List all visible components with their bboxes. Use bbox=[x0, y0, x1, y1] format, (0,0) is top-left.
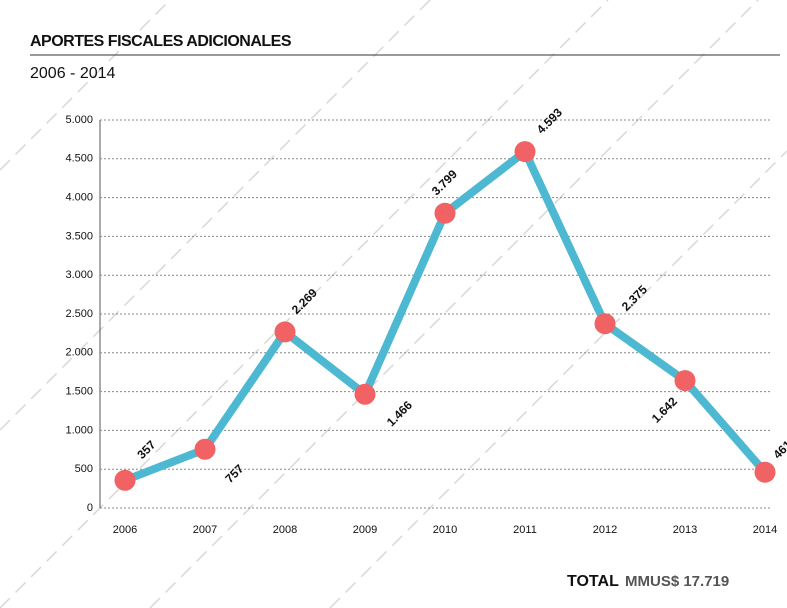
marker bbox=[514, 141, 536, 163]
marker bbox=[674, 370, 696, 392]
x-tick-label: 2012 bbox=[593, 524, 617, 536]
chart-subtitle: 2006 - 2014 bbox=[30, 65, 116, 82]
marker bbox=[354, 383, 376, 405]
x-tick-label: 2007 bbox=[193, 524, 217, 536]
y-tick-label: 1.500 bbox=[65, 386, 93, 398]
chart-title: APORTES FISCALES ADICIONALES bbox=[30, 33, 292, 50]
data-label: 357 bbox=[134, 437, 158, 461]
y-tick-label: 500 bbox=[75, 463, 93, 475]
data-label: 2.269 bbox=[289, 286, 320, 317]
marker bbox=[114, 469, 136, 491]
y-tick-label: 4.500 bbox=[65, 153, 93, 165]
marker bbox=[194, 438, 216, 460]
x-tick-label: 2013 bbox=[673, 524, 697, 536]
y-tick-label: 2.500 bbox=[65, 308, 93, 320]
total-label: TOTAL bbox=[567, 573, 619, 590]
marker bbox=[594, 313, 616, 335]
line bbox=[123, 147, 769, 485]
data-label: 461 bbox=[770, 437, 787, 461]
total-value: MMUS$ 17.719 bbox=[625, 573, 729, 590]
x-tick-label: 2010 bbox=[433, 524, 457, 536]
marker bbox=[274, 321, 296, 343]
data-label: 2.375 bbox=[619, 282, 650, 313]
y-tick-label: 3.500 bbox=[65, 230, 93, 242]
data-label: 3.799 bbox=[429, 167, 460, 198]
y-tick-label: 4.000 bbox=[65, 192, 93, 204]
marker bbox=[754, 461, 776, 483]
x-tick-label: 2006 bbox=[113, 524, 137, 536]
data-label: 757 bbox=[222, 461, 246, 485]
data-label: 4.593 bbox=[534, 105, 565, 136]
y-tick-label: 3.000 bbox=[65, 269, 93, 281]
marker bbox=[434, 202, 456, 224]
x-tick-label: 2009 bbox=[353, 524, 377, 536]
x-tick-label: 2011 bbox=[513, 524, 537, 536]
y-tick-label: 2.000 bbox=[65, 347, 93, 359]
y-tick-label: 1.000 bbox=[65, 424, 93, 436]
data-label: 1.642 bbox=[649, 394, 680, 425]
x-tick-label: 2008 bbox=[273, 524, 297, 536]
y-tick-label: 5.000 bbox=[65, 114, 93, 126]
data-label: 1.466 bbox=[384, 398, 415, 429]
y-tick-label: 0 bbox=[87, 502, 93, 514]
x-tick-label: 2014 bbox=[753, 524, 777, 536]
